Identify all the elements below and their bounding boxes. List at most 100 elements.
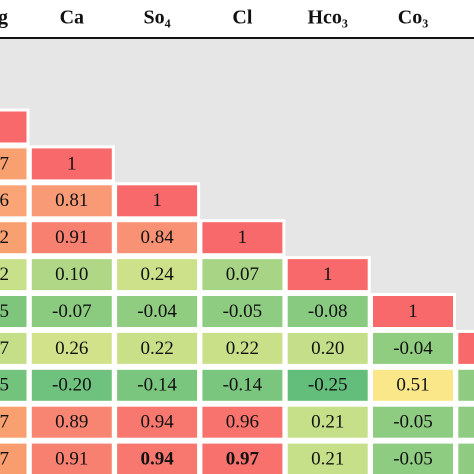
cell [0,182,30,220]
cell-text: -0.25 [308,375,348,396]
cell-text: 0.97 [226,448,260,469]
cell-text: 0.94 [140,448,174,469]
cell-text: 6 [0,190,9,211]
cell [28,293,115,330]
column-header: g [0,7,8,29]
cell-text: -0.20 [52,375,92,396]
column-header: Cl [232,7,252,29]
cell-text: 0.21 [311,448,344,469]
cell [114,256,201,294]
cell [199,440,286,474]
cell [28,219,115,257]
cell-text: 0.26 [55,338,88,359]
cell-text: 0.84 [140,227,174,248]
cell [114,403,201,441]
cell-text: 0.51 [396,375,429,396]
cell [114,293,201,330]
cell-text: -0.07 [52,301,92,322]
cell [370,440,456,474]
cell [0,256,30,294]
cell-text: 0.89 [55,412,88,433]
cell [199,366,286,404]
cell [370,403,456,441]
cell [370,366,456,404]
cell [0,329,30,367]
cell [284,403,371,441]
cell [455,403,474,441]
cell [28,440,115,474]
cell [28,145,115,183]
cell-text: 0.24 [140,264,174,285]
cell-text: -0.08 [308,301,348,322]
cell [370,293,456,330]
cell-text: 5 [0,301,9,322]
cell [199,256,286,294]
cell-text: 2 [0,227,9,248]
cell [0,108,30,146]
cell-text: 2 [0,264,9,285]
cell-text: 1 [67,153,77,174]
cell [284,293,371,330]
cell-text: -0.04 [393,338,433,359]
cell [0,366,30,404]
cell [199,403,286,441]
cell [28,329,115,367]
cell-text: -0.14 [223,375,263,396]
cell-text: -0.05 [393,448,433,469]
cell [28,256,115,294]
cell-text: 0.22 [226,338,259,359]
cell-text: 0.22 [140,338,173,359]
column-header: Ca [60,7,84,29]
cell [455,440,474,474]
cell-text: 7 [0,338,9,359]
cell-text: 0.20 [311,338,344,359]
cell-text: 1 [238,227,248,248]
cell [28,403,115,441]
cell-text: -0.05 [223,301,263,322]
column-header: So₄ [144,7,171,29]
cell [114,329,201,367]
cell [28,182,115,220]
cell [284,440,371,474]
cell-text: 0.94 [140,412,174,433]
cell-text: 0.07 [226,264,259,285]
cell-text: 1 [323,264,333,285]
cell-text: 0.91 [55,448,88,469]
cell-text: 7 [0,448,9,469]
cell [284,329,371,367]
cell-text: 5 [0,375,9,396]
cell [0,145,30,183]
cell [199,293,286,330]
cell-text: 0.10 [55,264,88,285]
cell-text: -0.14 [137,375,177,396]
cell [0,293,30,330]
cell [284,256,371,294]
cell [370,329,456,367]
cell-text: -0.05 [393,412,433,433]
cell [0,440,30,474]
cell [199,329,286,367]
header-background [0,0,474,38]
cell-text: 7 [0,412,9,433]
cell [455,366,474,404]
cell [284,366,371,404]
cell-text: 0.91 [55,227,88,248]
cell [0,403,30,441]
cell-text: 1 [408,301,418,322]
column-header: Hco₃ [307,7,347,29]
cell [114,219,201,257]
cell-text: 1 [152,190,162,211]
cell-text: 7 [0,153,9,174]
cell [455,329,474,367]
cell-text: 0.81 [55,190,88,211]
cell [0,219,30,257]
cell [28,366,115,404]
cell [114,440,201,474]
cell [114,366,201,404]
column-header: Co₃ [398,7,428,29]
cell-text: 0.96 [226,412,259,433]
cell [114,182,201,220]
cell-text: 0.21 [311,412,344,433]
cell-text: -0.04 [137,301,177,322]
cell [199,219,286,257]
